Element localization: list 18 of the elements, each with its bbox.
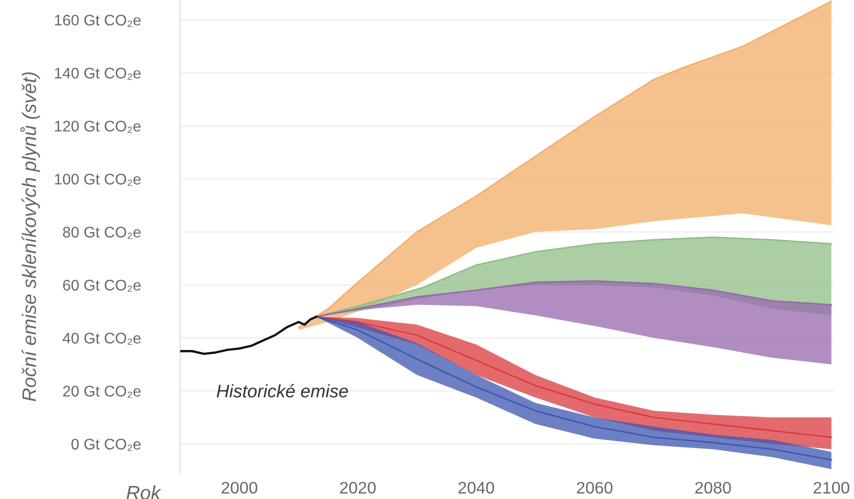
y-tick-label: 40 Gt CO₂e (62, 332, 141, 345)
x-tick-label: 2060 (576, 482, 612, 494)
line-series (180, 316, 318, 355)
y-tick-label: 100 Gt CO₂e (55, 174, 141, 186)
x-tick-label: 2020 (340, 482, 376, 494)
y-tick-label: 60 Gt CO₂e (63, 280, 141, 292)
y-tick-label: 140 Gt CO₂e (55, 68, 141, 80)
x-tick-label: 2100 (814, 482, 850, 494)
y-tick-label: 20 Gt CO₂e (63, 386, 141, 398)
x-tick-label: 2080 (695, 482, 731, 494)
y-axis-title: Roční emise skleníkových plynů (svět) (20, 72, 40, 402)
x-tick-label: 2040 (458, 482, 494, 494)
y-tick-label: 80 Gt CO₂e (63, 226, 141, 239)
y-tick-label: 120 Gt CO₂e (55, 120, 141, 133)
x-tick-label: 2000 (222, 482, 258, 494)
annotation: Historické emise (216, 384, 348, 398)
y-tick-label: 0 Gt CO₂e (71, 438, 141, 451)
y-tick-label: 160 Gt CO₂e (55, 14, 141, 27)
